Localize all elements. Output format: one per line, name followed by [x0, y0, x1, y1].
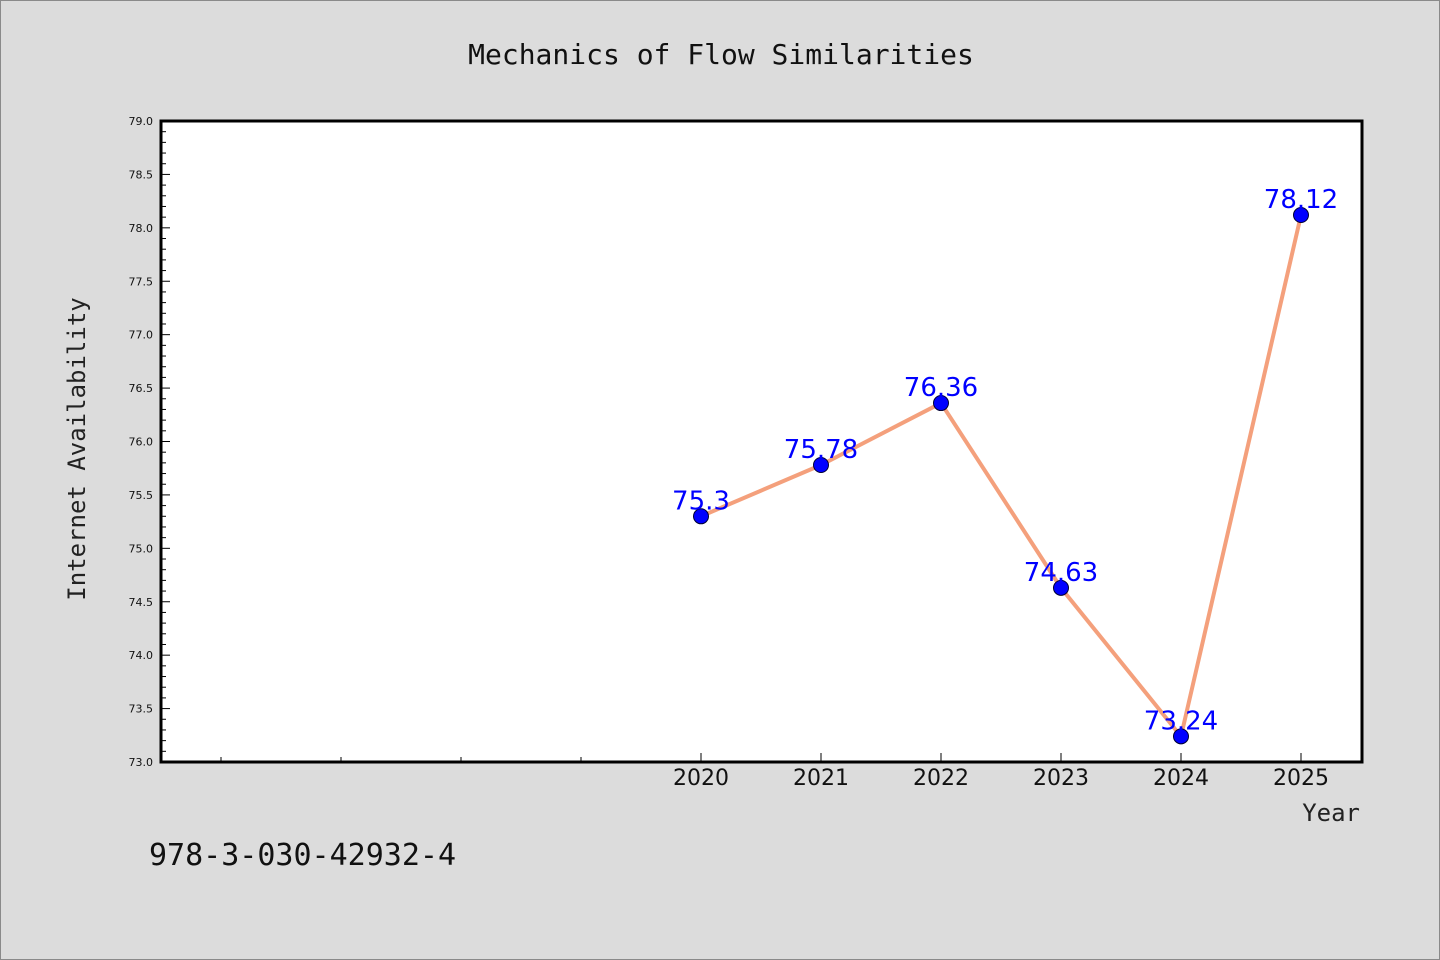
isbn-annotation: 978-3-030-42932-4 [149, 838, 456, 873]
y-tick-label: 78.5 [129, 168, 154, 181]
data-point [933, 395, 949, 412]
data-point [693, 508, 709, 525]
y-tick-label: 73.5 [129, 703, 154, 716]
y-tick-label: 73.0 [129, 756, 154, 769]
y-tick-label: 75.0 [129, 542, 154, 555]
y-tick-label: 78.0 [129, 222, 154, 235]
x-tick-label: 2025 [1273, 766, 1329, 791]
x-tick-label: 2022 [913, 766, 969, 791]
data-label: 78.12 [1264, 185, 1338, 215]
data-point [1293, 207, 1309, 224]
x-tick-label: 2023 [1033, 766, 1089, 791]
data-label: 74.63 [1024, 558, 1098, 588]
series-line [699, 213, 1303, 739]
y-tick-label: 76.0 [129, 436, 154, 449]
y-tick-label: 79.0 [129, 115, 154, 128]
data-point [813, 457, 829, 474]
y-tick-label: 75.5 [129, 489, 154, 502]
y-tick-label: 76.5 [129, 382, 154, 395]
x-axis-label: Year [1302, 799, 1360, 827]
x-axis-ticks: 2020 2021 2022 2023 2024 2025 [220, 753, 1329, 791]
y-axis-label: Internet Availability [63, 297, 91, 600]
y-tick-label: 74.5 [129, 596, 154, 609]
series-group: 75.3 75.78 76.36 74.63 73.24 78.12 [672, 185, 1338, 745]
x-tick-label: 2021 [793, 766, 849, 791]
data-label: 75.3 [672, 486, 730, 516]
x-tick-label: 2024 [1153, 766, 1209, 791]
y-tick-label: 74.0 [129, 649, 154, 662]
data-point [1173, 728, 1189, 745]
y-tick-label: 77.5 [129, 275, 154, 288]
x-tick-label: 2020 [673, 766, 729, 791]
data-point [1053, 579, 1069, 596]
plot-frame [159, 119, 1364, 764]
data-label: 75.78 [784, 435, 858, 465]
data-label: 76.36 [904, 373, 978, 403]
plot-area [161, 121, 1362, 762]
y-tick-label: 77.0 [129, 329, 154, 342]
data-label: 73.24 [1144, 706, 1218, 736]
chart-title: Mechanics of Flow Similarities [468, 38, 974, 71]
